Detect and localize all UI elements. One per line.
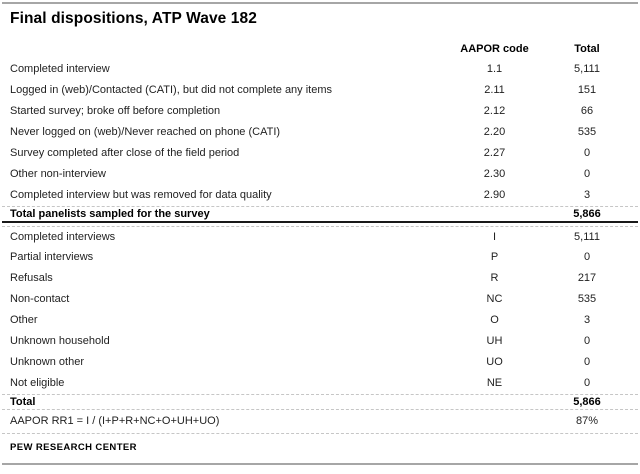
- table-row: Refusals R 217: [2, 268, 638, 289]
- row-total: 535: [577, 126, 597, 138]
- row-code: 2.27: [483, 147, 506, 159]
- row-code: O: [490, 314, 499, 326]
- header-aapor-code: AAPOR code: [460, 43, 529, 55]
- table-row: Unknown household UH 0: [2, 331, 638, 352]
- row-label: Survey completed after close of the fiel…: [10, 147, 240, 159]
- row-code: 2.11: [484, 84, 505, 96]
- row-label: Completed interview but was removed for …: [10, 189, 272, 201]
- row-label: Total: [10, 395, 36, 408]
- row-label: Other non-interview: [10, 168, 106, 180]
- row-label: Not eligible: [10, 377, 65, 389]
- dispositions-table: AAPOR code Total Completed interview 1.1…: [2, 40, 638, 434]
- table-row: Not eligible NE 0: [2, 373, 638, 394]
- table-row: Survey completed after close of the fiel…: [2, 143, 638, 164]
- page-title: Final dispositions, ATP Wave 182: [10, 10, 257, 27]
- row-code: I: [492, 230, 497, 243]
- row-total: 217: [577, 272, 597, 284]
- top-divider: [2, 2, 638, 4]
- row-label: Other: [10, 314, 38, 326]
- table-row-total: Total 5,866: [2, 394, 638, 410]
- row-code: NC: [486, 293, 503, 305]
- row-code: 2.30: [483, 168, 506, 180]
- row-label: Started survey; broke off before complet…: [10, 105, 221, 117]
- row-total: 5,111: [574, 230, 600, 243]
- row-code: UO: [486, 356, 503, 368]
- row-total: 0: [583, 335, 591, 347]
- table-row: Other O 3: [2, 310, 638, 331]
- row-code: UH: [486, 335, 503, 347]
- row-code: 2.90: [483, 189, 506, 201]
- table-row-total-panelists: Total panelists sampled for the survey 5…: [2, 206, 638, 223]
- table-row: Completed interview 1.1 5,111: [2, 59, 638, 80]
- row-code: P: [490, 251, 499, 263]
- header-total: Total: [574, 43, 600, 55]
- source-attribution: PEW RESEARCH CENTER: [10, 442, 137, 453]
- table-row: Logged in (web)/Contacted (CATI), but di…: [2, 80, 638, 101]
- row-code: NE: [486, 377, 503, 389]
- table-row: Partial interviews P 0: [2, 247, 638, 268]
- row-total: 0: [583, 356, 591, 368]
- row-total: 5,111: [574, 63, 600, 75]
- row-total: 0: [583, 251, 591, 263]
- row-total: 87%: [575, 415, 599, 427]
- row-total: 0: [583, 147, 591, 159]
- row-total: 0: [583, 168, 591, 180]
- row-label: Logged in (web)/Contacted (CATI), but di…: [10, 84, 333, 96]
- table-row: Completed interviews I 5,111: [2, 226, 638, 247]
- row-label: AAPOR RR1 = I / (I+P+R+NC+O+UH+UO): [10, 415, 220, 427]
- row-total: 5,866: [573, 207, 601, 220]
- table-row: Completed interview but was removed for …: [2, 185, 638, 206]
- table-row: Started survey; broke off before complet…: [2, 101, 638, 122]
- row-label: Unknown household: [10, 335, 110, 347]
- row-code: 2.12: [483, 105, 506, 117]
- row-label: Partial interviews: [10, 251, 94, 263]
- row-code: R: [490, 272, 499, 284]
- row-total: 535: [577, 293, 597, 305]
- row-label: Unknown other: [10, 356, 84, 368]
- row-label: Never logged on (web)/Never reached on p…: [10, 126, 281, 138]
- row-total: 5,866: [573, 395, 601, 408]
- row-total: 151: [577, 84, 597, 96]
- row-total: 0: [583, 377, 591, 389]
- row-label: Completed interviews: [10, 230, 116, 243]
- row-code: 1.1: [486, 63, 503, 75]
- row-label: Completed interview: [10, 63, 110, 75]
- row-label: Refusals: [10, 272, 53, 284]
- table-row: Other non-interview 2.30 0: [2, 164, 638, 185]
- row-total: 3: [583, 189, 591, 201]
- row-label: Non-contact: [10, 293, 70, 305]
- table-row: Non-contact NC 535: [2, 289, 638, 310]
- row-code: 2.20: [483, 126, 506, 138]
- row-total: 3: [583, 314, 591, 326]
- row-label: Total panelists sampled for the survey: [10, 207, 210, 220]
- table-row: Unknown other UO 0: [2, 352, 638, 373]
- row-total: 66: [580, 105, 594, 117]
- table-header-row: AAPOR code Total: [2, 40, 638, 59]
- table-row-aapor-rr1: AAPOR RR1 = I / (I+P+R+NC+O+UH+UO) 87%: [2, 410, 638, 434]
- bottom-divider: [2, 463, 638, 465]
- table-row: Never logged on (web)/Never reached on p…: [2, 122, 638, 143]
